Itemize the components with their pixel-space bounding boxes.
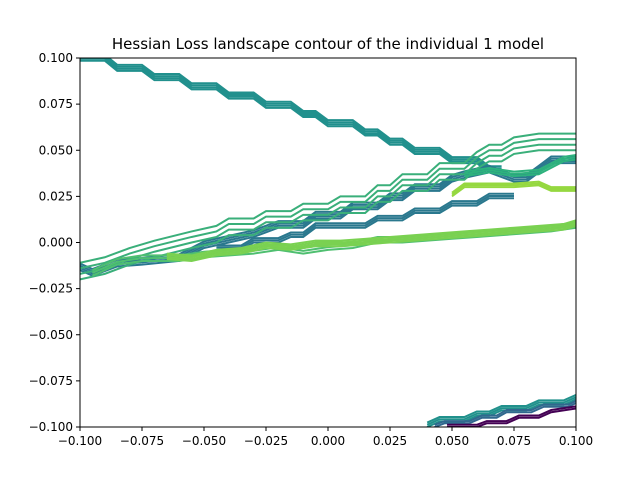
y-axis: −0.100 −0.075 −0.050 −0.025 0.000 0.025 0.050 0… <box>29 51 80 434</box>
contour-line-5-3 <box>166 219 576 257</box>
contour-line-8-2 <box>426 393 576 424</box>
contour-line-5-2 <box>166 221 576 259</box>
contour-line-9-1 <box>434 399 576 426</box>
contour-line-0-3 <box>107 58 502 168</box>
x-tick-label-5: 0.025 <box>373 434 407 448</box>
contour-line-10-1 <box>447 405 576 426</box>
contour-line-3-3 <box>80 132 576 264</box>
contour-line-7-1 <box>464 156 576 175</box>
contour-line-7-0 <box>464 158 576 178</box>
x-tick-label-1: −0.075 <box>120 434 164 448</box>
x-tick-label-7: 0.075 <box>497 434 531 448</box>
y-tick-label-5: 0.025 <box>39 189 73 203</box>
x-tick-label-6: 0.050 <box>435 434 469 448</box>
contour-line-10-0 <box>447 407 576 427</box>
y-tick-label-4: 0.000 <box>39 236 73 250</box>
y-tick-label-1: −0.075 <box>29 374 73 388</box>
contour-line-5-0 <box>166 224 576 262</box>
contour-line-6-1 <box>451 182 576 196</box>
x-axis: −0.100 −0.075 −0.050 −0.025 0.000 0.025 0.050 0… <box>58 427 593 448</box>
contour-line-3-2 <box>80 138 576 270</box>
contour-line-8-1 <box>426 396 576 426</box>
contour-line-2-1 <box>216 195 514 249</box>
contour-line-6-2 <box>451 180 576 194</box>
contour-line-3-1 <box>80 143 576 275</box>
contour-line-0-2 <box>104 58 502 170</box>
y-tick-label-6: 0.050 <box>39 143 73 157</box>
contour-lines <box>80 58 576 427</box>
contour-line-3-0 <box>80 149 576 281</box>
contour-line-5-1 <box>166 223 576 261</box>
x-tick-label-8: 0.100 <box>559 434 593 448</box>
x-tick-label-4: 0.000 <box>311 434 345 448</box>
contour-line-2-2 <box>216 192 514 247</box>
y-tick-label-7: 0.075 <box>39 97 73 111</box>
chart-title: Hessian Loss landscape contour of the in… <box>112 35 544 53</box>
y-tick-label-8: 0.100 <box>39 51 73 65</box>
contour-line-0-0 <box>80 59 502 174</box>
contour-line-7-2 <box>464 154 576 173</box>
y-tick-label-3: −0.025 <box>29 282 73 296</box>
x-tick-label-2: −0.050 <box>182 434 226 448</box>
y-tick-label-0: −0.100 <box>29 420 73 434</box>
contour-line-9-0 <box>434 402 576 427</box>
x-tick-label-3: −0.025 <box>244 434 288 448</box>
y-tick-label-2: −0.050 <box>29 328 73 342</box>
x-tick-label-0: −0.100 <box>58 434 102 448</box>
contour-line-0-1 <box>80 58 502 172</box>
contour-line-6-0 <box>451 184 576 198</box>
